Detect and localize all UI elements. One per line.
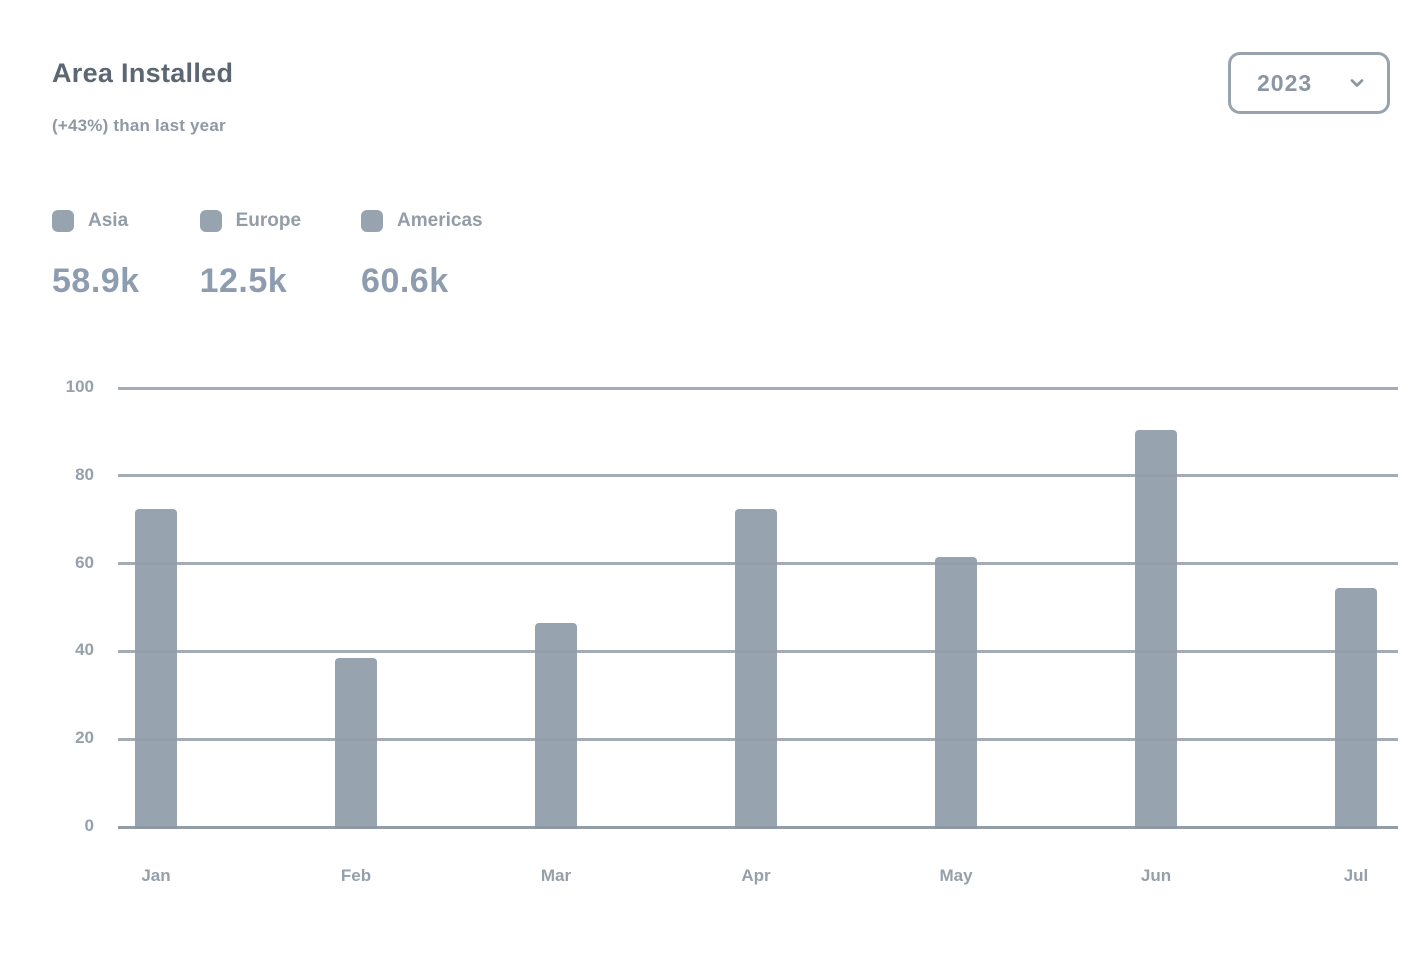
- legend-marker-icon: [52, 210, 74, 232]
- gridline: [118, 562, 1398, 566]
- gridline: [118, 737, 1398, 741]
- bar-jun[interactable]: [1135, 429, 1177, 829]
- y-axis-tick-label: 80: [75, 464, 94, 484]
- legend-total: 60.6k: [361, 262, 449, 300]
- bar-may[interactable]: [935, 556, 977, 829]
- legend-total: 12.5k: [199, 262, 288, 300]
- legend-label: Europe: [235, 210, 302, 231]
- year-select-value: 2023: [1257, 69, 1313, 96]
- legend-marker-icon: [361, 210, 384, 232]
- legend-marker-icon: [199, 210, 222, 232]
- legend-total: 58.9k: [52, 262, 140, 300]
- y-axis-tick-label: 20: [75, 728, 94, 748]
- legend-label: Americas: [397, 210, 483, 231]
- chart-legend: Asia 58.9k Europe 12.5k Americas 60.6k: [52, 206, 483, 301]
- x-axis-tick-label: Mar: [540, 866, 572, 885]
- x-axis-tick-label: Apr: [741, 866, 771, 885]
- legend-item-europe[interactable]: Europe 12.5k: [199, 206, 302, 301]
- bar-feb[interactable]: [335, 657, 377, 829]
- bar-mar[interactable]: [535, 622, 577, 829]
- subtitle: (+43%) than last year: [52, 116, 226, 135]
- y-axis-tick-label: 100: [65, 377, 94, 396]
- bar-jul[interactable]: [1335, 587, 1377, 829]
- year-select[interactable]: 2023: [1228, 52, 1390, 114]
- y-axis-tick-label: 60: [75, 552, 94, 572]
- x-axis-tick-label: May: [939, 866, 973, 885]
- x-axis-line: [118, 825, 1398, 829]
- legend-item-americas[interactable]: Americas 60.6k: [361, 206, 483, 301]
- gridline: [118, 474, 1398, 478]
- x-axis-tick-label: Feb: [340, 866, 372, 885]
- gridline: [118, 386, 1398, 390]
- x-axis-tick-label: Jun: [1140, 866, 1172, 885]
- y-axis-tick-label: 40: [75, 640, 94, 660]
- x-axis-tick-label: Jan: [141, 866, 171, 885]
- legend-label: Asia: [88, 210, 129, 231]
- page-title: Area Installed: [52, 58, 234, 88]
- chevron-down-icon: [1347, 73, 1367, 93]
- bar-apr[interactable]: [735, 508, 777, 829]
- x-axis-tick-label: Jul: [1343, 866, 1369, 885]
- bar-jan[interactable]: [135, 508, 177, 829]
- legend-item-asia[interactable]: Asia 58.9k: [52, 206, 140, 301]
- y-axis-tick-label: 0: [84, 816, 94, 835]
- gridline: [118, 649, 1398, 653]
